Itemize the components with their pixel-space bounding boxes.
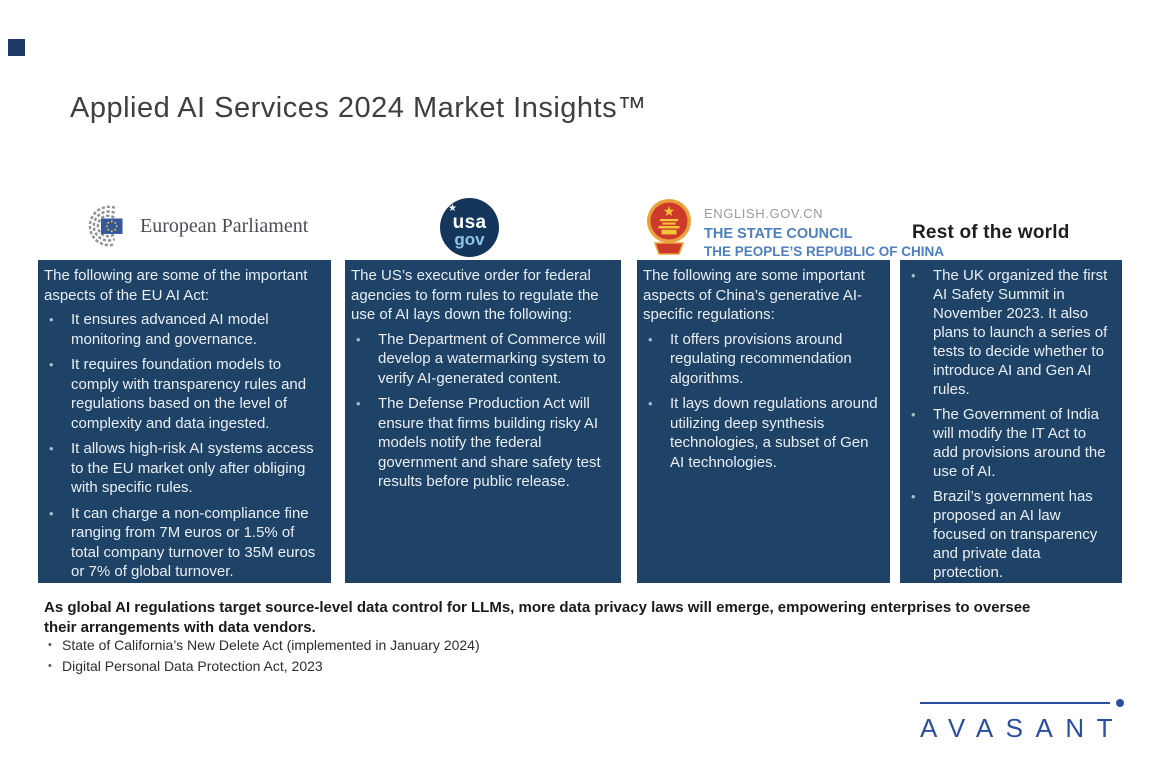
rest-of-world-bullet-list: The UK organized the first AI Safety Sum…: [906, 266, 1114, 582]
bullet-item: The Government of India will modify the …: [906, 405, 1114, 481]
usagov-star-icon: ★: [448, 203, 457, 214]
avasant-logo-dot: [1116, 699, 1124, 707]
usagov-logo: ★ usa gov: [440, 198, 499, 257]
usagov-text-gov: gov: [454, 230, 485, 249]
eu-info-box: The following are some of the important …: [38, 260, 331, 583]
bullet-item: Digital Personal Data Protection Act, 20…: [46, 658, 480, 675]
china-logo-state-council: THE STATE COUNCIL: [704, 226, 853, 242]
european-parliament-logo: European Parliament: [72, 204, 308, 248]
eu-bullet-list: It ensures advanced AI model monitoring …: [44, 310, 323, 582]
eu-intro: The following are some of the important …: [44, 267, 308, 304]
avasant-logo: AVASANT: [920, 699, 1135, 744]
bullet-item: It offers provisions around regulating r…: [643, 330, 882, 389]
bullet-item: It requires foundation models to comply …: [44, 355, 323, 433]
page-title: Applied AI Services 2024 Market Insights…: [70, 92, 647, 124]
us-intro: The US’s executive order for federal age…: [351, 267, 599, 323]
china-logo-prc: THE PEOPLE’S REPUBLIC OF CHINA: [704, 244, 945, 259]
bullet-item: It lays down regulations around utilizin…: [643, 394, 882, 472]
rest-of-world-heading: Rest of the world: [912, 222, 1070, 243]
china-logo-url: ENGLISH.GOV.CN: [704, 206, 824, 221]
bullet-item: It ensures advanced AI model monitoring …: [44, 310, 323, 349]
china-bullet-list: It offers provisions around regulating r…: [643, 330, 882, 473]
footer-bullet-list: State of California’s New Delete Act (im…: [46, 637, 480, 679]
avasant-logo-text: AVASANT: [920, 713, 1126, 743]
bullet-item: The Defense Production Act will ensure t…: [351, 394, 613, 492]
footer-takeaway: As global AI regulations target source-l…: [44, 599, 1031, 636]
bullet-item: The UK organized the first AI Safety Sum…: [906, 266, 1114, 399]
china-intro: The following are some important aspects…: [643, 267, 865, 323]
bullet-item: State of California’s New Delete Act (im…: [46, 637, 480, 654]
european-parliament-label: European Parliament: [140, 214, 309, 237]
china-state-council-logo: ENGLISH.GOV.CN THE STATE COUNCIL THE PEO…: [645, 196, 944, 260]
china-logo-text: ENGLISH.GOV.CN THE STATE COUNCIL THE PEO…: [704, 196, 944, 260]
us-bullet-list: The Department of Commerce will develop …: [351, 330, 613, 492]
usagov-text-usa: usa: [452, 212, 487, 233]
bullet-item: It can charge a non-compliance fine rang…: [44, 504, 323, 582]
slide-accent-square: [8, 39, 25, 56]
bullet-item: It allows high-risk AI systems access to…: [44, 439, 323, 498]
us-info-box: The US’s executive order for federal age…: [345, 260, 621, 583]
eu-hemicycle-icon: [88, 205, 123, 247]
china-info-box: The following are some important aspects…: [637, 260, 890, 583]
avasant-logo-line: [920, 699, 1124, 707]
china-national-emblem-icon: [647, 199, 691, 255]
bullet-item: Brazil’s government has proposed an AI l…: [906, 487, 1114, 582]
rest-of-world-info-box: The UK organized the first AI Safety Sum…: [900, 260, 1122, 583]
bullet-item: The Department of Commerce will develop …: [351, 330, 613, 389]
